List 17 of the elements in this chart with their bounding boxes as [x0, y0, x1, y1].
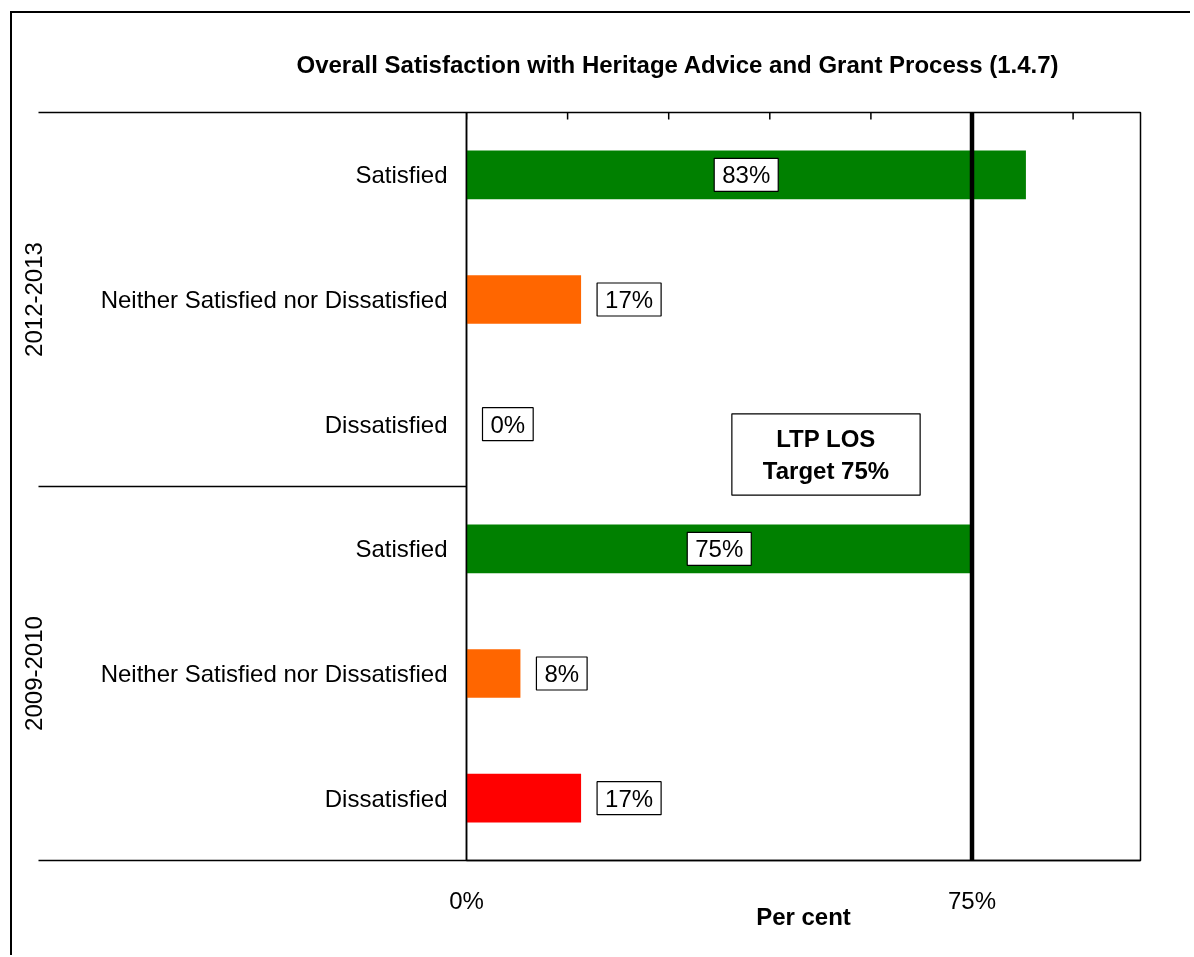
y-tick-label: Neither Satisfied nor Dissatisfied [100, 286, 448, 313]
data-label: 8% [544, 660, 580, 687]
y-tick-label: Satisfied [355, 535, 448, 563]
data-label: 83% [722, 161, 771, 189]
y-tick-label: Dissatisfied [324, 410, 448, 438]
chart-title: Overall Satisfaction with Heritage Advice and Grant Process (1.4.7) [296, 51, 1059, 78]
data-label: 17% [605, 286, 654, 313]
y-tick-label: Dissatisfied [324, 784, 448, 812]
data-label: 0% [490, 410, 526, 438]
y-tick-label: Satisfied [355, 161, 448, 189]
y-tick-label: Neither Satisfied nor Dissatisfied [100, 660, 448, 687]
x-axis-title: Per cent [756, 902, 851, 930]
text: 2009-2010 [19, 616, 47, 731]
ref-line-label: LTP LOS Target 75% [762, 424, 890, 485]
text: 2012-2013 [19, 242, 47, 357]
data-label: 75% [695, 535, 744, 563]
data-label: 17% [605, 784, 654, 812]
